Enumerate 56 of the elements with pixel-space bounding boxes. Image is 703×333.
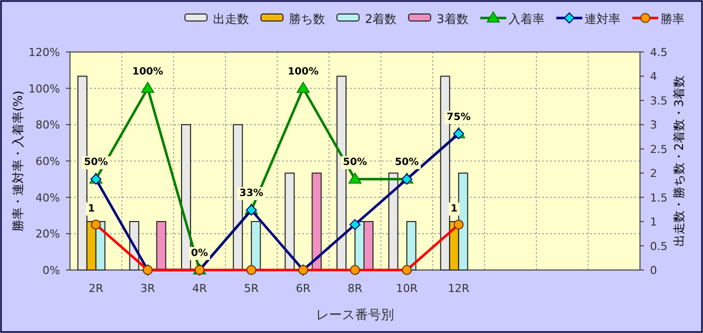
bar [156, 221, 166, 270]
x-tick-label: 4R [192, 282, 208, 295]
point [350, 219, 360, 230]
data-label: 1 [88, 204, 95, 215]
y-tick-label: 20% [36, 228, 60, 241]
y2-axis-title: 出走数・勝ち数・2着数・3着数 [672, 75, 686, 247]
point [296, 82, 310, 93]
data-label: 1 [450, 204, 458, 215]
legend-label: 出走数 [213, 12, 249, 26]
legend-label: 連対率 [584, 12, 620, 26]
data-label: 50% [394, 157, 419, 168]
y2-tick-label: 3.5 [650, 94, 668, 108]
y-tick-label: 120% [28, 46, 60, 59]
bar [312, 172, 322, 270]
y2-tick-label: 3 [650, 118, 657, 132]
legend-label: 3着数 [436, 12, 468, 26]
x-tick-label: 2R [88, 282, 104, 295]
bar [284, 172, 295, 270]
y2-tick-label: 2.5 [650, 142, 668, 156]
y2-tick-label: 2 [650, 167, 657, 180]
point [348, 172, 362, 184]
y2-tick-label: 4.5 [650, 46, 668, 59]
bar [388, 172, 398, 270]
bar [406, 221, 416, 270]
y-tick-label: 80% [36, 118, 60, 132]
y2-tick-label: 4 [650, 70, 657, 84]
data-label: 100% [288, 66, 319, 78]
y-tick-label: 100% [28, 82, 60, 96]
data-label: 100% [132, 66, 164, 78]
x-tick-label: 5R [244, 282, 260, 295]
legend-label: 入着率 [508, 12, 544, 26]
y-axis-title: 勝率・連対率・入着率(%) [11, 90, 25, 232]
data-label: 50% [343, 157, 367, 168]
y-tick-label: 40% [36, 191, 60, 204]
x-tick-label: 12R [448, 282, 470, 295]
x-axis-title: レース番号別 [316, 308, 394, 323]
data-label: 75% [446, 112, 471, 123]
x-tick-label: 3R [140, 282, 156, 295]
y-tick-label: 60% [36, 155, 60, 168]
legend-label: 勝率 [660, 12, 684, 26]
y2-tick-label: 1.5 [650, 191, 668, 204]
bar [181, 124, 192, 270]
x-tick-label: 6R [296, 282, 311, 295]
bar [250, 221, 261, 270]
x-tick-label: 8R [348, 282, 363, 295]
point [141, 82, 154, 93]
legend-label: 2着数 [365, 12, 397, 26]
y2-tick-label: 0.5 [650, 240, 668, 253]
y-tick-label: 0% [42, 264, 60, 277]
data-label: 0% [191, 248, 208, 259]
y2-tick-label: 0 [650, 264, 657, 277]
legend-label: 勝ち数 [289, 12, 325, 26]
data-label: 50% [84, 157, 108, 168]
y2-tick-label: 1 [650, 216, 657, 229]
data-label: 33% [239, 188, 264, 200]
x-tick-label: 10R [396, 282, 418, 295]
